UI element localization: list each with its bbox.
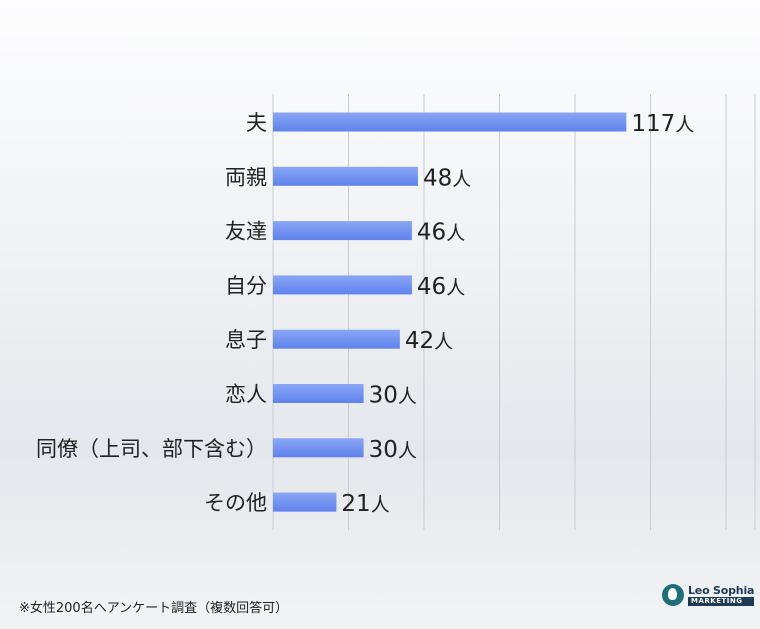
- grid-lines: [272, 94, 756, 530]
- category-label: 息子: [225, 328, 267, 352]
- value-label: 21人: [341, 491, 389, 517]
- bar: [273, 275, 412, 295]
- logo-name: Leo Sophia: [688, 583, 755, 597]
- category-label: その他: [204, 491, 267, 515]
- bar: [273, 166, 418, 186]
- value-label: 42人: [405, 328, 453, 354]
- value-label: 30人: [369, 383, 417, 409]
- category-label: 両親: [225, 165, 267, 189]
- category-label: 自分: [225, 274, 267, 298]
- category-label: 夫: [246, 111, 267, 135]
- category-label: 同僚（上司、部下含む）: [36, 437, 267, 461]
- category-label: 友達: [225, 220, 267, 244]
- bar: [273, 221, 412, 241]
- bars: [273, 112, 627, 512]
- value-label: 30人: [369, 437, 417, 463]
- bar: [273, 492, 337, 512]
- bar: [273, 329, 400, 349]
- logo: Leo Sophia MARKETING: [662, 584, 754, 606]
- logo-mark-icon: [662, 584, 684, 606]
- logo-sub: MARKETING: [688, 596, 755, 606]
- value-label: 46人: [417, 274, 465, 300]
- bar: [273, 438, 364, 458]
- bar: [273, 384, 364, 403]
- value-label: 117人: [631, 111, 694, 137]
- footnote: ※女性200名へアンケート調査（複数回答可）: [19, 601, 289, 616]
- value-label: 46人: [417, 220, 465, 246]
- value-label: 48人: [423, 165, 471, 191]
- category-label: 恋人: [225, 383, 267, 407]
- bar: [273, 112, 627, 132]
